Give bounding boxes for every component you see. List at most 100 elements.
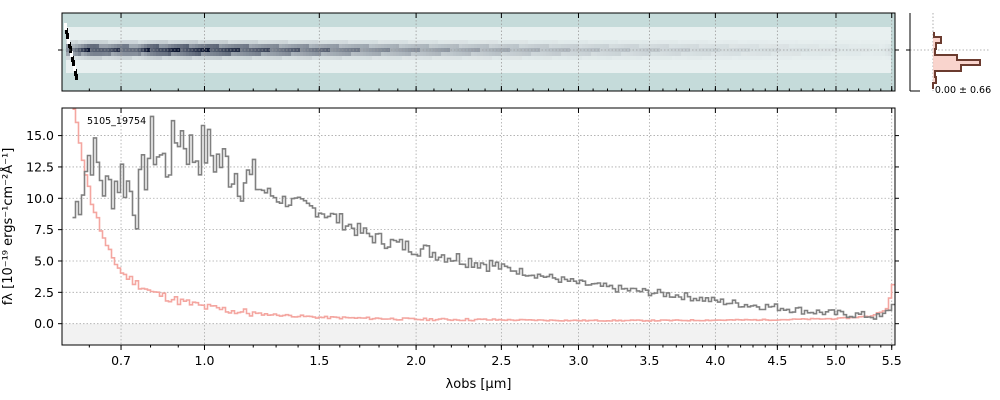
trace-pixel bbox=[447, 44, 450, 48]
trace-pixel bbox=[639, 52, 642, 56]
trace-pixel bbox=[162, 52, 165, 56]
trace-pixel bbox=[264, 56, 267, 60]
trace-pixel bbox=[435, 44, 438, 48]
trace-pixel bbox=[768, 56, 771, 60]
trace-pixel bbox=[630, 56, 633, 60]
trace-pixel bbox=[648, 48, 651, 52]
trace-pixel bbox=[297, 44, 300, 48]
trace-pixel bbox=[192, 44, 195, 48]
trace-pixel bbox=[270, 48, 273, 52]
trace-pixel bbox=[480, 56, 483, 60]
trace-pixel bbox=[411, 52, 414, 56]
trace-pixel bbox=[246, 40, 249, 44]
trace-pixel bbox=[279, 52, 282, 56]
x-tick-label: 4.5 bbox=[767, 353, 787, 368]
trace-pixel bbox=[141, 40, 144, 44]
trace-pixel bbox=[207, 56, 210, 60]
spectrum-2d-grid bbox=[62, 13, 895, 91]
trace-pixel bbox=[801, 40, 804, 44]
trace-pixel bbox=[324, 44, 327, 48]
trace-pixel bbox=[405, 44, 408, 48]
trace-pixel bbox=[615, 44, 618, 48]
trace-pixel bbox=[231, 40, 234, 44]
trace-pixel bbox=[564, 52, 567, 56]
trace-pixel bbox=[492, 40, 495, 44]
trace-pixel bbox=[288, 56, 291, 60]
trace-pixel bbox=[885, 40, 888, 44]
trace-pixel bbox=[318, 48, 321, 52]
trace-pixel bbox=[690, 48, 693, 52]
trace-pixel bbox=[192, 40, 195, 44]
trace-pixel bbox=[324, 40, 327, 44]
trace-pixel bbox=[180, 44, 183, 48]
trace-pixel bbox=[336, 40, 339, 44]
trace-pixel bbox=[447, 48, 450, 52]
trace-pixel bbox=[192, 56, 195, 60]
trace-pixel bbox=[423, 40, 426, 44]
trace-pixel bbox=[360, 52, 363, 56]
trace-pixel bbox=[249, 40, 252, 44]
trace-pixel bbox=[738, 48, 741, 52]
trace-pixel bbox=[78, 44, 81, 48]
trace-pixel bbox=[336, 56, 339, 60]
trace-pixel bbox=[504, 52, 507, 56]
trace-pixel bbox=[102, 56, 105, 60]
trace-pixel bbox=[609, 56, 612, 60]
trace-pixel bbox=[177, 44, 180, 48]
trace-pixel bbox=[399, 52, 402, 56]
trace-pixel bbox=[228, 40, 231, 44]
trace-pixel bbox=[564, 44, 567, 48]
trace-pixel bbox=[348, 56, 351, 60]
trace-pixel bbox=[720, 56, 723, 60]
trace-pixel bbox=[249, 52, 252, 56]
trace-pixel bbox=[363, 52, 366, 56]
trace-pixel bbox=[846, 40, 849, 44]
trace-pixel bbox=[864, 56, 867, 60]
trace-pixel bbox=[837, 48, 840, 52]
trace-pixel bbox=[771, 44, 774, 48]
trace-pixel bbox=[426, 44, 429, 48]
trace-pixel bbox=[705, 56, 708, 60]
trace-pixel bbox=[795, 52, 798, 56]
trace-pixel bbox=[603, 56, 606, 60]
trace-pixel bbox=[375, 40, 378, 44]
trace-pixel bbox=[408, 56, 411, 60]
trace-pixel bbox=[693, 56, 696, 60]
trace-pixel bbox=[618, 56, 621, 60]
trace-pixel bbox=[183, 40, 186, 44]
trace-pixel bbox=[159, 40, 162, 44]
trace-pixel bbox=[81, 40, 84, 44]
trace-pixel bbox=[756, 48, 759, 52]
trace-pixel bbox=[879, 44, 882, 48]
trace-pixel bbox=[678, 48, 681, 52]
trace-pixel bbox=[573, 52, 576, 56]
trace-pixel bbox=[417, 44, 420, 48]
trace-pixel bbox=[498, 44, 501, 48]
trace-pixel bbox=[378, 48, 381, 52]
trace-pixel bbox=[315, 52, 318, 56]
trace-pixel bbox=[333, 56, 336, 60]
trace-pixel bbox=[117, 44, 120, 48]
profile-panel: 0.00 ± 0.66 bbox=[906, 13, 991, 96]
trace-pixel bbox=[195, 48, 198, 52]
trace-pixel bbox=[312, 52, 315, 56]
trace-pixel bbox=[96, 56, 99, 60]
trace-pixel bbox=[399, 56, 402, 60]
trace-pixel bbox=[75, 44, 78, 48]
trace-pixel bbox=[411, 56, 414, 60]
y-tick-label: 2.5 bbox=[34, 285, 54, 300]
trace-pixel bbox=[816, 52, 819, 56]
trace-pixel bbox=[711, 40, 714, 44]
trace-pixel bbox=[369, 56, 372, 60]
trace-pixel bbox=[186, 52, 189, 56]
edge-pixel bbox=[64, 26, 67, 30]
trace-pixel bbox=[573, 40, 576, 44]
trace-pixel bbox=[66, 52, 69, 56]
trace-pixel bbox=[141, 56, 144, 60]
trace-pixel bbox=[114, 52, 117, 56]
trace-pixel bbox=[630, 48, 633, 52]
trace-pixel bbox=[201, 40, 204, 44]
trace-pixel bbox=[135, 56, 138, 60]
trace-pixel bbox=[261, 40, 264, 44]
trace-pixel bbox=[417, 48, 420, 52]
